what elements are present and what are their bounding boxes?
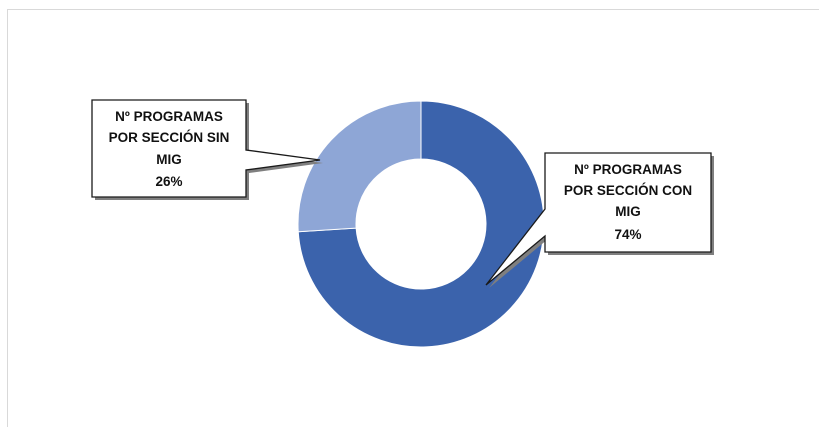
- data-label-line3: MIG: [156, 152, 182, 167]
- data-label-line2: POR SECCIÓN CON: [564, 183, 692, 198]
- data-label-line2: POR SECCIÓN SIN: [109, 130, 230, 145]
- data-label-line1: Nº PROGRAMAS: [574, 162, 682, 177]
- donut-slice-0: [297, 100, 545, 348]
- callout-box: [485, 152, 712, 286]
- callout-con-mig: Nº PROGRAMAS POR SECCIÓN CON MIG 74%: [485, 152, 714, 288]
- data-label-line3: MIG: [615, 204, 641, 219]
- data-label-percent: 74%: [614, 227, 641, 242]
- donut-slice-1: [297, 100, 422, 233]
- donut-slices: [297, 100, 545, 348]
- callout-sin-mig: Nº PROGRAMAS POR SECCIÓN SIN MIG 26%: [91, 99, 323, 200]
- callout-box: [91, 99, 321, 198]
- data-label-percent: 26%: [155, 174, 182, 189]
- data-label-line1: Nº PROGRAMAS: [115, 109, 223, 124]
